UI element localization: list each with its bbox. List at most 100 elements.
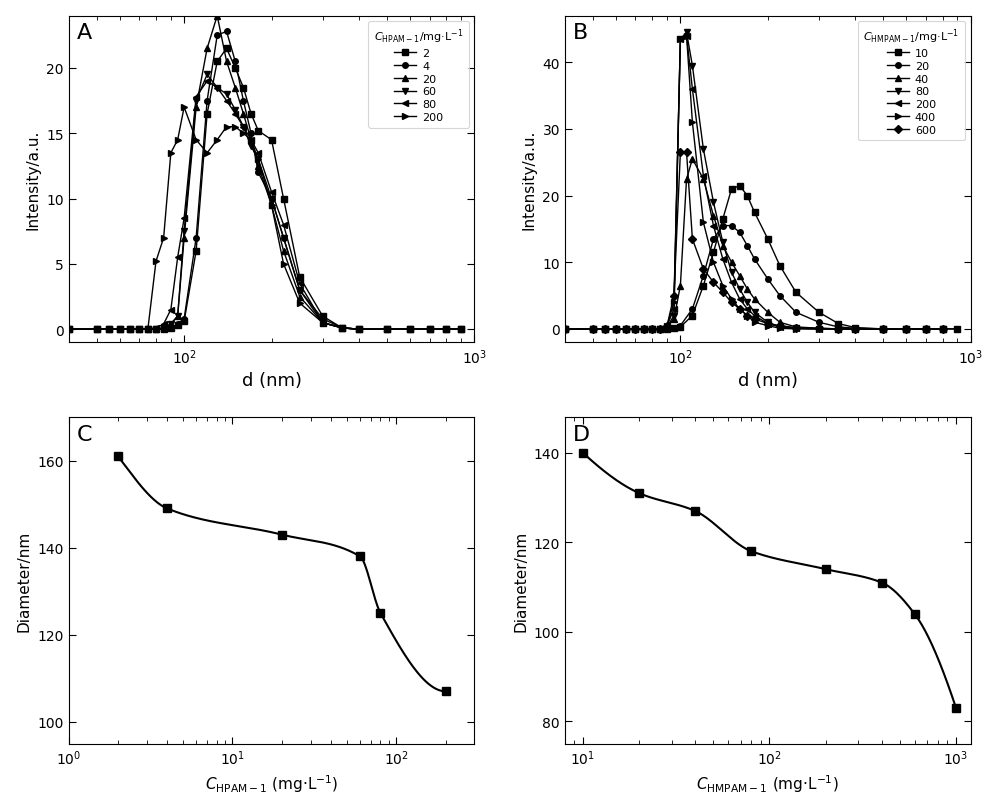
200 (237, 129, 249, 139)
10 (813, 308, 825, 318)
40 (877, 324, 889, 334)
200 (317, 319, 329, 328)
600 (610, 324, 622, 334)
80 (455, 325, 467, 335)
400 (646, 324, 658, 334)
40 (610, 324, 622, 334)
2 (252, 127, 264, 136)
60 (63, 325, 75, 335)
200 (294, 298, 306, 308)
80 (832, 324, 844, 334)
80 (686, 62, 698, 71)
200 (697, 172, 709, 182)
200 (172, 135, 184, 145)
40 (832, 324, 844, 334)
60 (165, 320, 177, 329)
200 (124, 325, 136, 335)
10 (774, 261, 786, 271)
80 (229, 109, 241, 119)
200 (813, 324, 825, 334)
10 (849, 324, 861, 333)
2 (158, 325, 170, 335)
600 (654, 324, 666, 334)
20 (178, 234, 190, 243)
20 (741, 242, 753, 251)
400 (668, 298, 680, 307)
600 (900, 324, 912, 334)
80 (559, 324, 571, 334)
4 (404, 325, 416, 335)
20 (172, 312, 184, 322)
400 (749, 318, 761, 328)
400 (599, 324, 611, 334)
2 (229, 64, 241, 74)
20 (646, 324, 658, 334)
200 (734, 294, 746, 304)
600 (668, 291, 680, 301)
80 (646, 324, 658, 334)
400 (920, 324, 932, 334)
20 (114, 325, 126, 335)
4 (245, 129, 257, 139)
2 (103, 325, 115, 335)
60 (150, 325, 162, 335)
Text: B: B (573, 24, 588, 43)
200 (587, 324, 599, 334)
400 (629, 324, 641, 334)
80 (133, 325, 145, 335)
200 (221, 122, 233, 132)
40 (620, 324, 632, 334)
Y-axis label: Diameter/nm: Diameter/nm (513, 530, 528, 631)
10 (762, 234, 774, 244)
200 (165, 148, 177, 158)
80 (937, 324, 949, 334)
4 (63, 325, 75, 335)
2 (381, 325, 393, 335)
60 (266, 195, 278, 204)
80 (278, 221, 290, 230)
10 (707, 248, 719, 258)
400 (937, 324, 949, 334)
40 (762, 308, 774, 318)
10 (629, 324, 641, 334)
20 (336, 324, 348, 333)
200 (638, 324, 650, 334)
20 (734, 228, 746, 238)
200 (717, 255, 729, 264)
10 (734, 182, 746, 191)
200 (661, 321, 673, 331)
20 (849, 324, 861, 333)
80 (404, 325, 416, 335)
200 (424, 325, 436, 335)
200 (937, 324, 949, 334)
400 (717, 281, 729, 291)
10 (937, 324, 949, 334)
200 (158, 234, 170, 243)
10 (686, 311, 698, 321)
600 (832, 324, 844, 334)
80 (317, 319, 329, 328)
2 (317, 312, 329, 322)
Legend: 10, 20, 40, 80, 200, 400, 600: 10, 20, 40, 80, 200, 400, 600 (858, 22, 965, 141)
200 (849, 324, 861, 334)
2 (245, 109, 257, 119)
80 (661, 323, 673, 333)
10 (610, 324, 622, 334)
400 (654, 324, 666, 334)
200 (610, 324, 622, 334)
80 (124, 325, 136, 335)
20 (629, 324, 641, 334)
20 (252, 162, 264, 172)
Y-axis label: Intensity/a.u.: Intensity/a.u. (522, 130, 537, 230)
60 (252, 155, 264, 165)
80 (165, 305, 177, 315)
20 (620, 324, 632, 334)
200 (762, 320, 774, 329)
20 (63, 325, 75, 335)
20 (237, 109, 249, 119)
600 (707, 278, 719, 288)
Line: 200: 200 (66, 105, 464, 333)
60 (201, 71, 213, 80)
200 (133, 325, 145, 335)
400 (707, 258, 719, 268)
